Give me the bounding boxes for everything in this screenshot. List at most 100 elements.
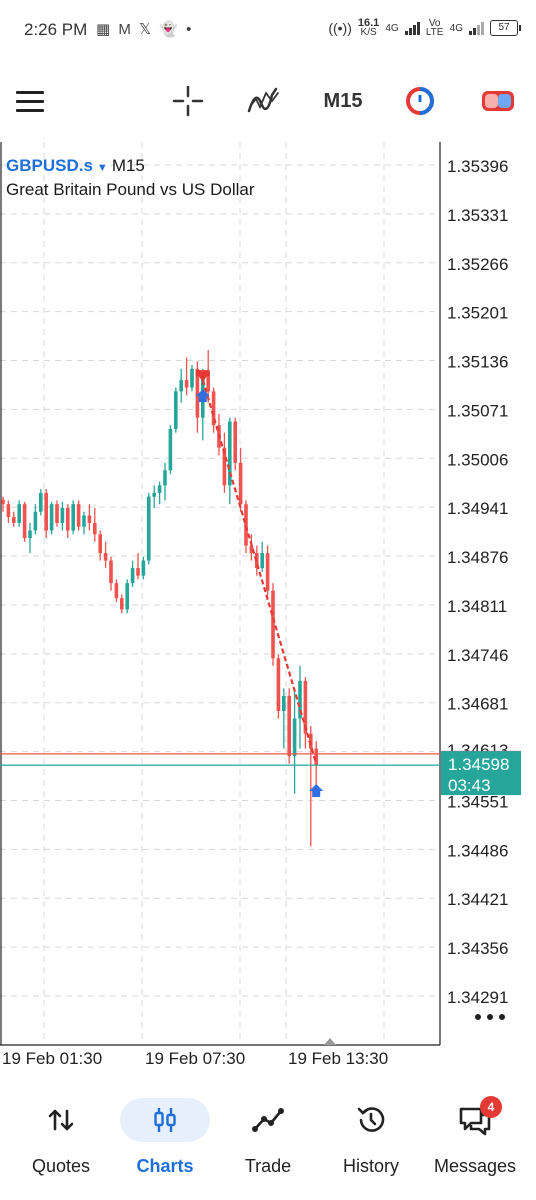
symbol-selector[interactable]: GBPUSD.s ▼ M15 [6,156,145,176]
candle-bear [314,748,318,766]
candle-bull [33,511,38,531]
nav-charts[interactable]: Charts [113,1098,217,1188]
candle-bear [265,553,270,591]
candle-bull [125,583,129,610]
nav-quotes[interactable]: Quotes [9,1098,113,1188]
candle-bull [168,428,173,471]
timeframe-button[interactable]: M15 [323,89,363,112]
candle-bear [195,368,200,418]
x-icon: 𝕏 [139,21,154,38]
candle-bear [76,504,81,527]
price-tick-label: 1.35266 [447,255,508,274]
candle-bull [292,718,297,757]
price-tick-label: 1.35006 [447,450,508,469]
candle-bear [93,522,97,535]
sell-arrow-marker[interactable] [195,370,210,383]
time-tick-label: 19 Feb 13:30 [288,1049,388,1068]
trade-connector-line [201,379,318,764]
signal-icon [404,21,420,35]
candle-bear [244,504,248,546]
candle-bear [287,695,291,757]
candle-bull [130,568,135,584]
candle-bear [211,391,216,426]
symbol-description: Great Britain Pound vs US Dollar [6,180,255,199]
nav-label: History [342,1156,399,1176]
candle-bear [109,560,113,584]
price-tick-label: 1.34746 [447,646,508,665]
candle-bear [44,492,48,531]
menu-icon[interactable] [14,82,46,120]
candle-bear [249,545,254,554]
price-tick-label: 1.34291 [447,988,508,1007]
buy-arrow-marker[interactable] [195,389,210,403]
candle-bear [1,499,5,505]
bid-price-badge [441,751,521,796]
trade-line-icon [252,1108,284,1132]
candle-bear [238,462,243,505]
candle-bull [141,560,146,576]
net-speed: 16.1 K/S [357,17,380,38]
candle-bear [6,504,11,517]
volte-label: Vo LTE [425,18,444,38]
bid-price-value: 1.34598 [448,755,509,774]
nav-label: Trade [244,1156,292,1176]
gmail-icon: M [118,21,133,38]
time-scroll-marker[interactable] [324,1038,336,1045]
time-tick-label: 19 Feb 01:30 [2,1049,102,1068]
candle-bear [12,516,16,523]
candlestick-chart[interactable]: 1.35396 1.35331 1.35266 1.35201 1.35136 1.350… [0,142,536,1077]
candle-bull [147,496,151,561]
candle-bull [49,504,54,531]
price-tick-label: 1.34876 [447,548,508,567]
more-options-icon[interactable] [472,1010,508,1024]
candle-bull [60,507,65,523]
chart-type-icon[interactable] [400,82,440,120]
nav-trade[interactable]: Trade [216,1098,320,1188]
price-tick-label: 1.34421 [447,890,508,909]
candle-bear [98,534,102,554]
candle-bull [152,492,156,497]
candle-bull [179,380,183,392]
nav-messages[interactable]: 4 Messages [423,1096,527,1188]
chart-toolbar: M15 [0,70,536,132]
status-time: 2:26 PM [24,20,88,39]
candle-bear [222,447,227,486]
candle-bear [271,590,275,659]
dot-icon: • [186,21,194,38]
hotspot-icon: ((•)) [328,20,352,36]
candle-bear [136,568,140,576]
chart-timeframe: M15 [111,156,145,175]
charts-candles-icon [154,1108,176,1132]
candle-bull [298,680,302,719]
network-speed-icon: ▦ [96,21,113,38]
crosshair-icon[interactable] [170,82,206,120]
candle-bear [66,507,70,531]
candle-bull [190,368,194,388]
candle-bull [228,421,232,486]
candle-bull [17,504,21,523]
nav-history[interactable]: History [319,1098,423,1188]
one-click-trade-icon[interactable] [478,82,518,120]
price-tick-label: 1.35201 [447,304,508,323]
messages-badge: 4 [480,1096,502,1118]
candle-bull [82,515,86,527]
indicator-icon[interactable] [244,82,284,120]
candle-bear [206,372,210,392]
bar-countdown: 03:43 [448,776,491,795]
network-type-1: 4G [385,22,399,34]
price-tick-label: 1.35071 [447,401,508,420]
bottom-navigation: Quotes Charts Trade History 4 Messages [0,1090,536,1200]
candle-bear [184,380,189,388]
symbol-name[interactable]: GBPUSD.s [6,156,93,175]
candle-bear [233,421,237,463]
price-tick-label: 1.35331 [447,206,508,225]
price-tick-label: 1.34811 [447,597,507,616]
candle-bear [309,733,313,749]
price-tick-label: 1.34356 [447,939,508,958]
signal-icon-2 [469,21,484,35]
chart-area[interactable]: 1.35396 1.35331 1.35266 1.35201 1.35136 1.350… [0,142,536,1077]
caret-down-icon[interactable]: ▼ [96,162,108,174]
candle-bull [260,553,264,569]
candle-bull [282,695,286,711]
buy-arrow-marker[interactable] [309,783,324,797]
